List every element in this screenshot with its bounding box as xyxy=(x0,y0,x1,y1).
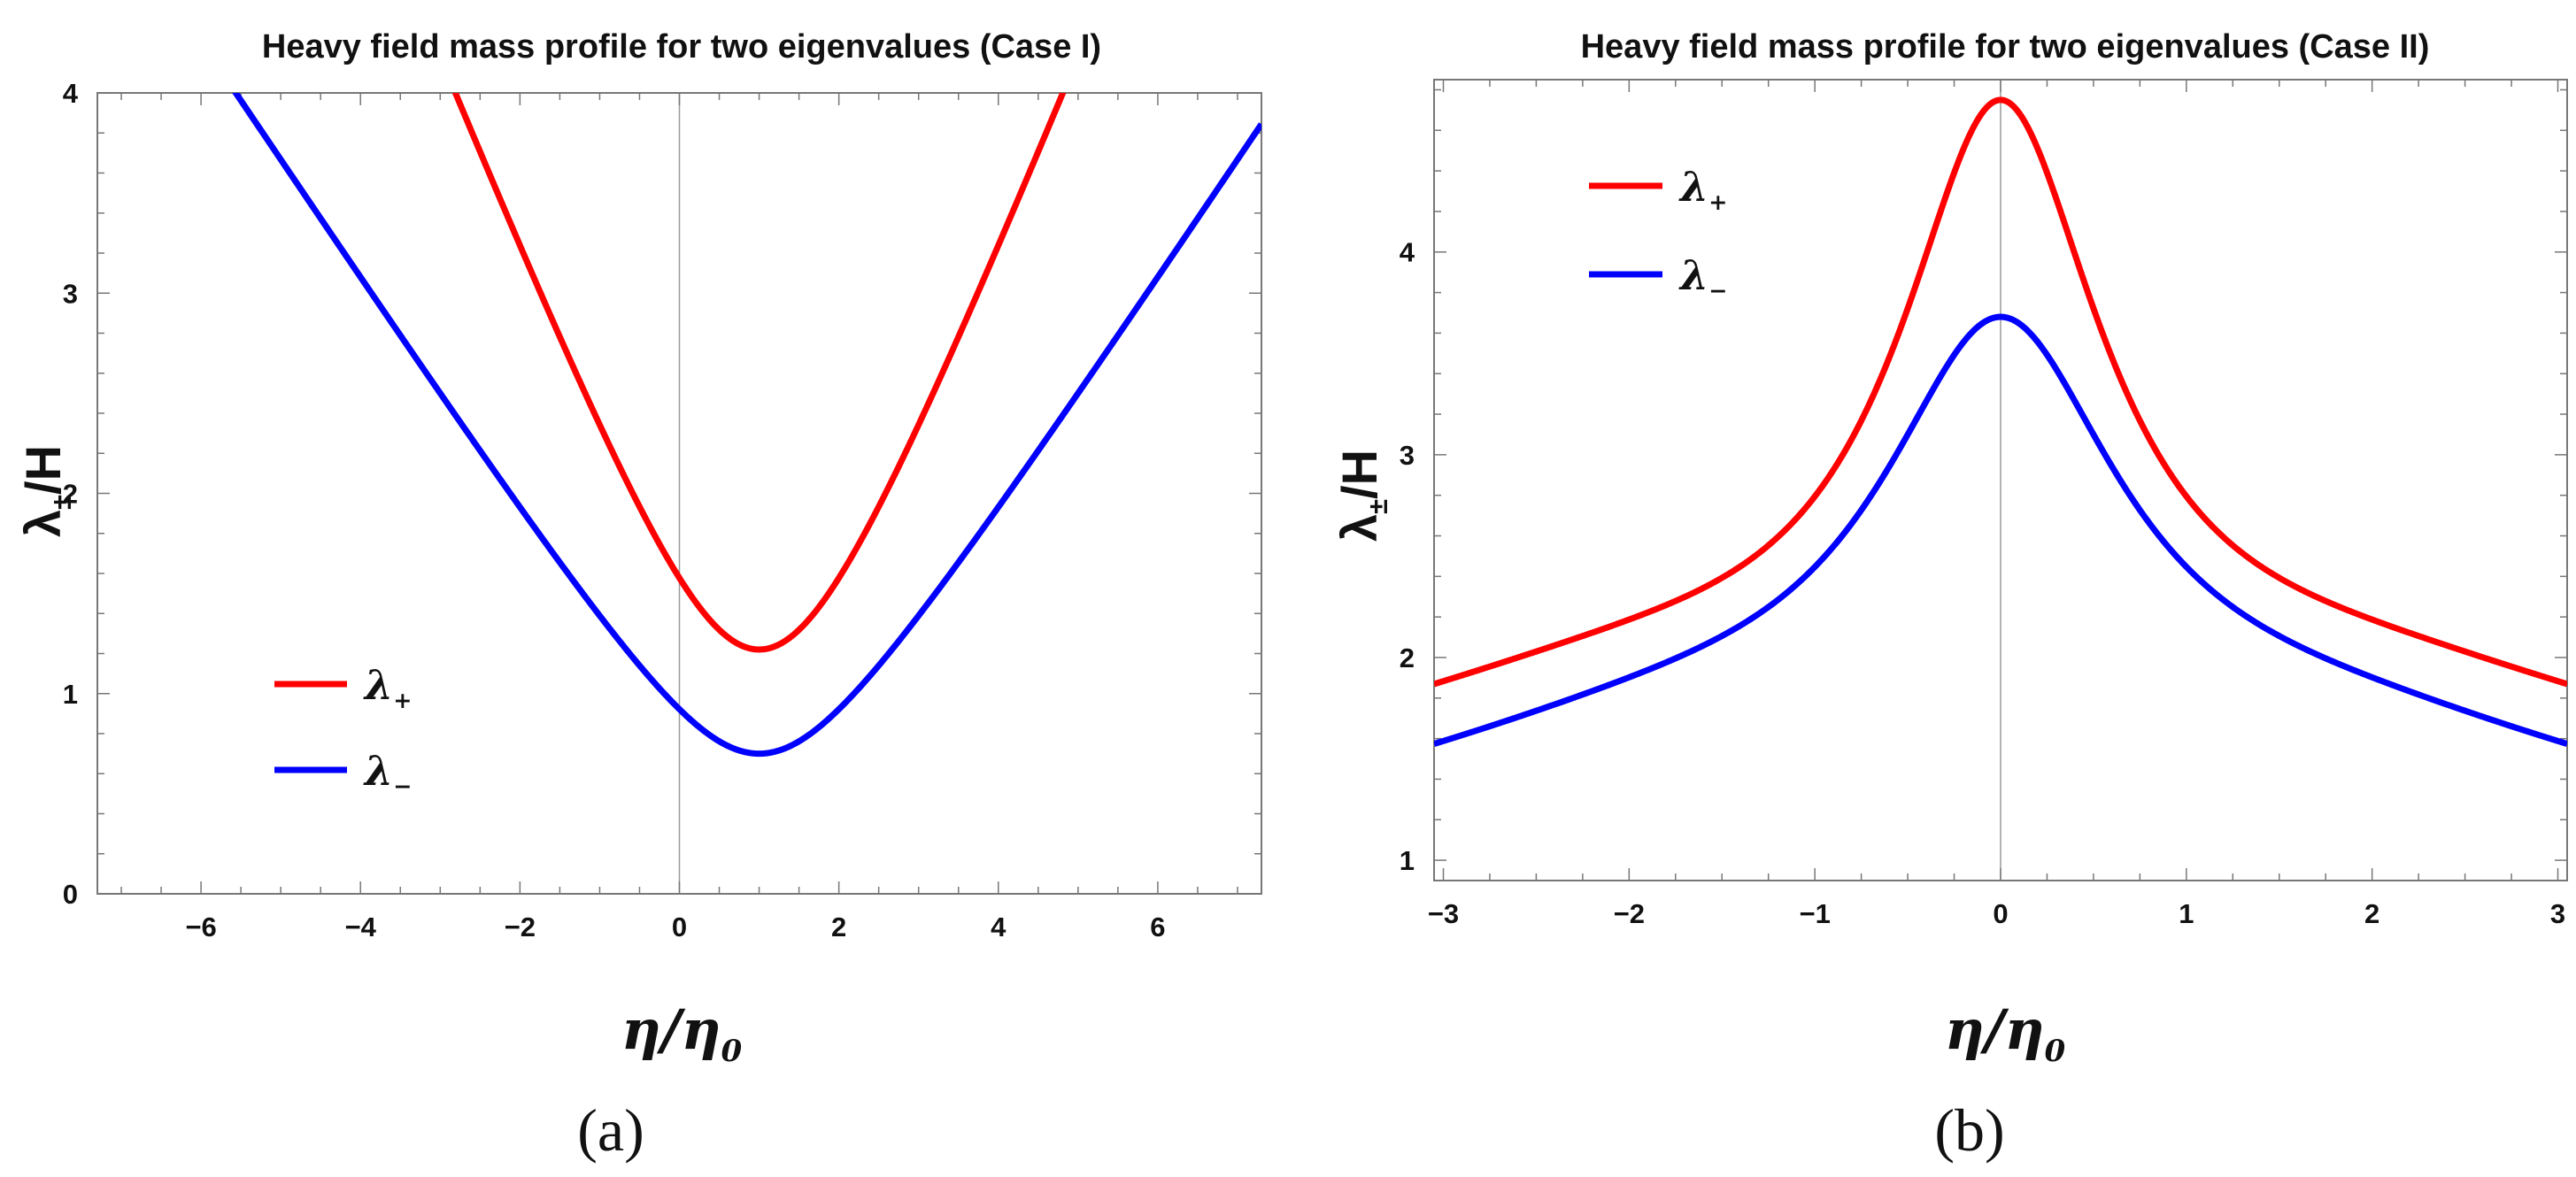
legend-label-lambda-minus-a: λ− xyxy=(363,747,412,799)
legend-label-lambda-plus-a: λ+ xyxy=(363,661,412,713)
x-tick-labels-a: −6 −4 −2 0 2 4 6 xyxy=(185,912,1165,942)
y-tick-label: 3 xyxy=(1400,440,1415,471)
x-tick-label: 4 xyxy=(991,912,1006,942)
panel-a: Heavy field mass profile for two eigenva… xyxy=(15,28,1262,1164)
y-tick-label: 1 xyxy=(63,679,78,710)
y-tick-label: 4 xyxy=(63,78,79,109)
series-line-lambda-plus-b xyxy=(1434,96,2567,688)
legend-b: λ+ λ− xyxy=(1589,163,1727,304)
x-tick-label: −3 xyxy=(1428,898,1459,929)
y-tick-label: 2 xyxy=(1400,642,1415,673)
chart-title-a: Heavy field mass profile for two eigenva… xyxy=(262,28,1101,65)
x-axis-label-a: η/η0 xyxy=(621,997,743,1069)
minor-ticks-a xyxy=(97,92,1261,895)
caption-b: (b) xyxy=(1934,1096,2004,1164)
panel-b: Heavy field mass profile for two eigenva… xyxy=(1331,28,2568,1164)
y-tick-label: 2 xyxy=(63,479,78,510)
x-tick-label: −4 xyxy=(345,912,377,942)
x-tick-label: 0 xyxy=(1993,898,2008,929)
minor-ticks-b xyxy=(1434,80,2567,881)
x-tick-label: 2 xyxy=(2364,898,2379,929)
x-tick-labels-b: −3 −2 −1 0 1 2 3 xyxy=(1428,898,2565,929)
chart-title-b: Heavy field mass profile for two eigenva… xyxy=(1581,28,2430,65)
x-tick-label: −1 xyxy=(1799,898,1830,929)
legend-label-lambda-minus-b: λ− xyxy=(1678,251,1727,304)
x-tick-label: −2 xyxy=(1614,898,1645,929)
x-tick-label: 1 xyxy=(2179,898,2194,929)
y-tick-label: 0 xyxy=(63,879,78,910)
x-tick-label: 3 xyxy=(2550,898,2565,929)
y-axis-label-a: λ±/H xyxy=(15,445,77,537)
legend-label-lambda-plus-b: λ+ xyxy=(1678,163,1727,215)
series-line-lambda-minus-a xyxy=(232,93,1261,758)
x-tick-label: −2 xyxy=(505,912,536,942)
series-line-lambda-plus-a xyxy=(451,93,1067,653)
caption-a: (a) xyxy=(577,1096,644,1164)
x-tick-label: 6 xyxy=(1150,912,1165,942)
y-tick-labels-b: 1 2 3 4 xyxy=(1400,237,1415,876)
x-axis-label-b: η/η0 xyxy=(1945,997,2066,1069)
curves-a xyxy=(232,93,1261,758)
y-tick-label: 1 xyxy=(1400,845,1415,876)
legend-a: λ+ λ− xyxy=(274,661,412,799)
y-axis-label-b: λ±/H xyxy=(1331,450,1393,542)
series-line-lambda-minus-b xyxy=(1434,313,2567,747)
x-tick-label: 0 xyxy=(672,912,687,942)
x-tick-label: −6 xyxy=(185,912,216,942)
x-tick-label: 2 xyxy=(831,912,846,942)
y-tick-label: 3 xyxy=(63,278,78,309)
curves-b xyxy=(1434,96,2567,747)
y-tick-label: 4 xyxy=(1400,237,1415,268)
y-tick-labels-a: 0 1 2 3 4 xyxy=(63,78,79,910)
